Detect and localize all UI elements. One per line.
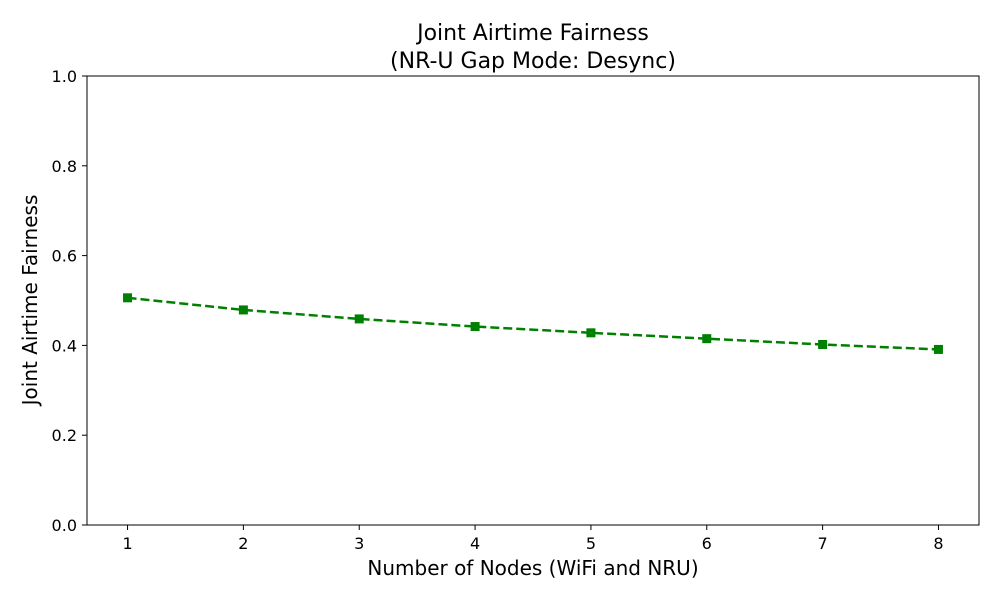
series-layer <box>123 293 943 354</box>
x-axis-label: Number of Nodes (WiFi and NRU) <box>367 556 698 580</box>
plot-area-frame <box>86 75 980 526</box>
y-tick-label: 0.2 <box>52 426 77 445</box>
series-line <box>127 296 939 351</box>
x-tick-label: 8 <box>933 534 943 553</box>
x-tick-label: 4 <box>470 534 480 553</box>
x-axis-ticks: 1 2 3 4 5 6 7 8 <box>122 525 944 553</box>
data-point-marker <box>818 340 828 350</box>
x-tick-label: 3 <box>354 534 364 553</box>
y-tick-label: 1.0 <box>52 67 77 86</box>
data-point-marker <box>933 344 943 354</box>
x-tick-label: 7 <box>818 534 828 553</box>
data-point-marker <box>586 328 596 338</box>
x-tick-label: 6 <box>702 534 712 553</box>
y-tick-label: 0.6 <box>52 247 77 266</box>
data-point-marker <box>123 293 133 303</box>
data-point-marker <box>238 305 248 315</box>
data-point-marker <box>354 314 364 324</box>
y-tick-label: 0.4 <box>52 336 77 355</box>
y-axis-ticks: 0.0 0.2 0.4 0.6 0.8 1.0 <box>52 67 87 535</box>
x-tick-label: 1 <box>122 534 132 553</box>
y-axis-label: Joint Airtime Fairness <box>18 195 42 408</box>
data-point-marker <box>470 322 480 332</box>
data-point-marker <box>702 334 712 344</box>
chart-title: Joint Airtime Fairness <box>415 21 649 46</box>
y-tick-label: 0.0 <box>52 516 77 535</box>
chart-subtitle: (NR-U Gap Mode: Desync) <box>390 49 676 74</box>
x-tick-label: 5 <box>586 534 596 553</box>
x-tick-label: 2 <box>238 534 248 553</box>
y-tick-label: 0.8 <box>52 157 77 176</box>
